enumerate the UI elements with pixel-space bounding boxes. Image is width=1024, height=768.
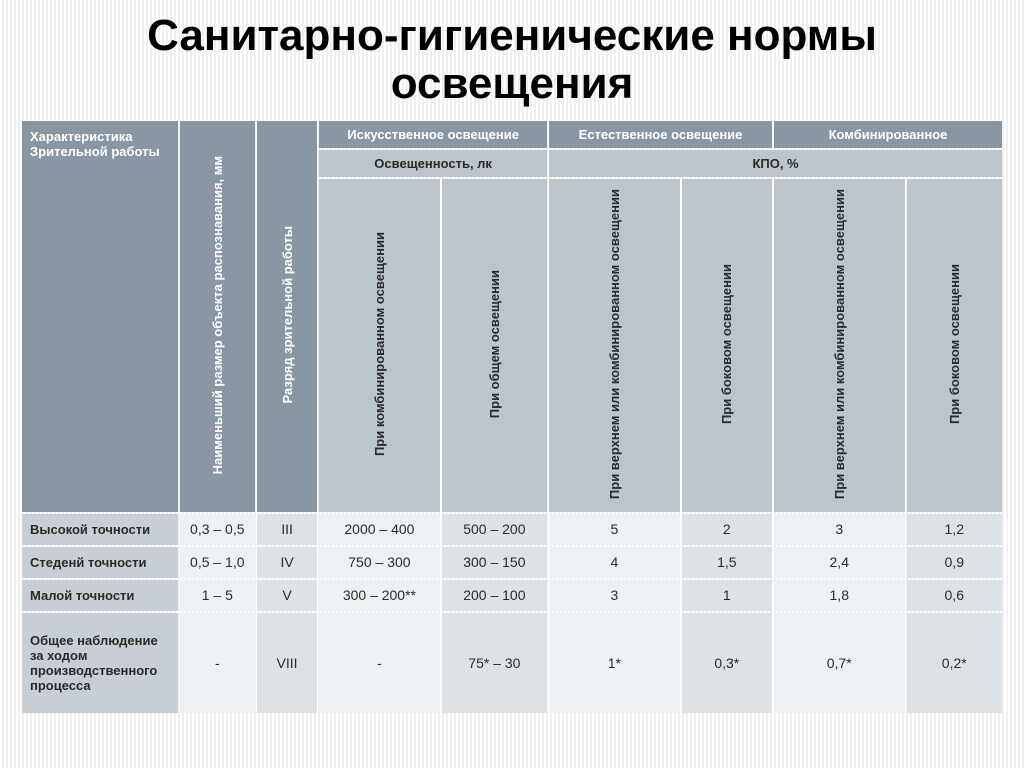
cell: III <box>257 514 317 545</box>
cell: 5 <box>549 514 680 545</box>
header-combined: Комбинированное <box>774 121 1002 148</box>
subheader-s2: При общем освещении <box>442 179 547 512</box>
header-artificial: Искусственное освещение <box>319 121 547 148</box>
cell: 0,5 – 1,0 <box>180 547 255 578</box>
row-label: Высокой точности <box>22 514 178 545</box>
table-row: Высокой точности 0,3 – 0,5 III 2000 – 40… <box>22 514 1002 545</box>
subheader-s3: При верхнем или комбинированном освещени… <box>549 179 680 512</box>
header-natural: Естественное освещение <box>549 121 772 148</box>
cell: IV <box>257 547 317 578</box>
cell: 300 – 200** <box>319 580 439 611</box>
cell: VIII <box>257 613 317 713</box>
row-label: Малой точности <box>22 580 178 611</box>
cell: - <box>180 613 255 713</box>
cell: 4 <box>549 547 680 578</box>
cell: 1 <box>682 580 772 611</box>
table-row: Стеденй точности 0,5 – 1,0 IV 750 – 300 … <box>22 547 1002 578</box>
header-rank: Разряд зрительной работы <box>257 121 317 512</box>
row-label: Общее наблюдение за ходом производственн… <box>22 613 178 713</box>
cell: 0,6 <box>907 580 1002 611</box>
cell: 3 <box>549 580 680 611</box>
cell: 0,7* <box>774 613 905 713</box>
subheader-lux: Освещенность, лк <box>319 150 547 177</box>
cell: 1* <box>549 613 680 713</box>
page-title: Санитарно-гигиенические нормы освещения <box>20 12 1004 109</box>
cell: 200 – 100 <box>442 580 547 611</box>
table-row: Общее наблюдение за ходом производственн… <box>22 613 1002 713</box>
subheader-s1: При комбинированном освещении <box>319 179 439 512</box>
cell: 1,5 <box>682 547 772 578</box>
subheader-s4: При боковом освещении <box>682 179 772 512</box>
cell: 750 – 300 <box>319 547 439 578</box>
cell: 500 – 200 <box>442 514 547 545</box>
subheader-kpo: КПО, % <box>549 150 1002 177</box>
cell: 2 <box>682 514 772 545</box>
subheader-s5: При верхнем или комбинированном освещени… <box>774 179 905 512</box>
cell: 0,9 <box>907 547 1002 578</box>
cell: 0,3 – 0,5 <box>180 514 255 545</box>
cell: 300 – 150 <box>442 547 547 578</box>
cell: V <box>257 580 317 611</box>
cell: 3 <box>774 514 905 545</box>
cell: - <box>319 613 439 713</box>
cell: 2000 – 400 <box>319 514 439 545</box>
row-label: Стеденй точности <box>22 547 178 578</box>
cell: 1,8 <box>774 580 905 611</box>
cell: 0,3* <box>682 613 772 713</box>
cell: 0,2* <box>907 613 1002 713</box>
cell: 1 – 5 <box>180 580 255 611</box>
cell: 75* – 30 <box>442 613 547 713</box>
table-row: Малой точности 1 – 5 V 300 – 200** 200 –… <box>22 580 1002 611</box>
subheader-s6: При боковом освещении <box>907 179 1002 512</box>
cell: 1,2 <box>907 514 1002 545</box>
header-size: Наименьший размер объекта распознавания,… <box>180 121 255 512</box>
cell: 2,4 <box>774 547 905 578</box>
header-characteristic: Характеристика Зрительной работы <box>22 121 178 512</box>
lighting-norms-table: Характеристика Зрительной работы Наимень… <box>20 119 1004 715</box>
